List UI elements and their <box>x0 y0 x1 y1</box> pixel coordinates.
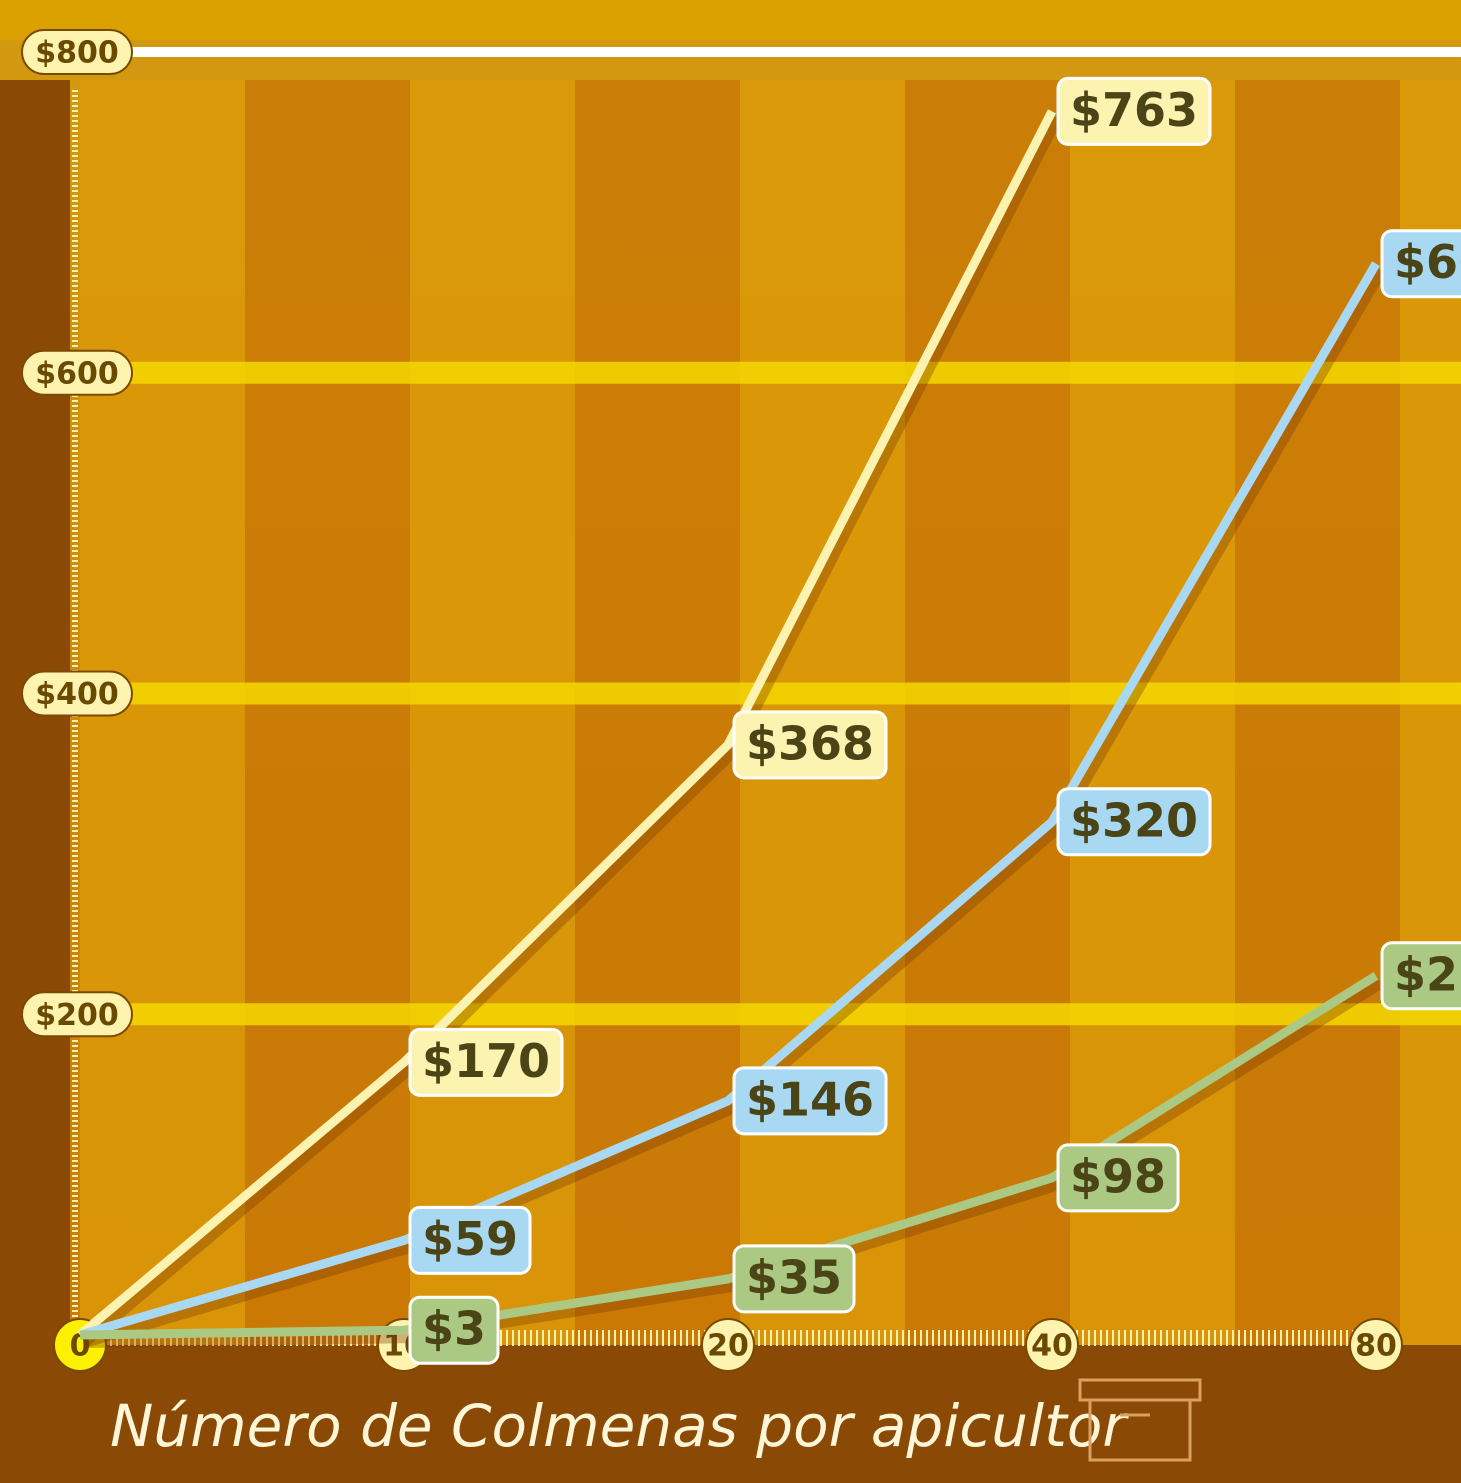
stripe <box>410 80 575 1345</box>
x-tick-label: 40 <box>1031 1329 1073 1364</box>
value-label: $320 <box>1058 789 1210 855</box>
value-label-text: $35 <box>746 1250 842 1304</box>
value-label: $98 <box>1058 1145 1178 1211</box>
x-tick-label: 20 <box>707 1329 749 1364</box>
value-label-text: $59 <box>422 1212 518 1266</box>
value-label-text: $98 <box>1070 1149 1166 1203</box>
value-label-text: $3 <box>422 1302 486 1356</box>
chart: Número de Colmenas por apicultor $200 $40… <box>0 0 1461 1483</box>
value-label: $224 <box>1382 943 1461 1009</box>
top-band <box>0 0 1461 40</box>
y-tick-label: $600 <box>35 356 119 391</box>
stripe <box>245 80 410 1345</box>
value-label-text: $668 <box>1394 235 1461 289</box>
value-label: $763 <box>1058 78 1210 144</box>
value-label-text: $224 <box>1394 947 1461 1001</box>
value-label: $3 <box>410 1297 498 1363</box>
value-label-text: $763 <box>1070 83 1198 137</box>
value-label: $35 <box>734 1246 854 1312</box>
value-label: $59 <box>410 1207 530 1273</box>
value-label-text: $146 <box>746 1072 874 1126</box>
value-label: $146 <box>734 1068 886 1134</box>
value-label-text: $170 <box>422 1034 550 1088</box>
y-tick-label: $800 <box>35 36 119 71</box>
left-panel <box>0 80 70 1483</box>
value-label: $368 <box>734 712 886 778</box>
x-tick-label: 80 <box>1355 1329 1397 1364</box>
x-axis-title: Número de Colmenas por apicultor <box>110 1392 1129 1460</box>
y-tick-label: $200 <box>35 998 119 1033</box>
stripe <box>905 80 1070 1345</box>
value-label-text: $368 <box>746 716 874 770</box>
value-label: $170 <box>410 1029 562 1095</box>
y-tick-label: $400 <box>35 677 119 712</box>
value-label-text: $320 <box>1070 793 1198 847</box>
value-label: $668 <box>1382 231 1461 297</box>
